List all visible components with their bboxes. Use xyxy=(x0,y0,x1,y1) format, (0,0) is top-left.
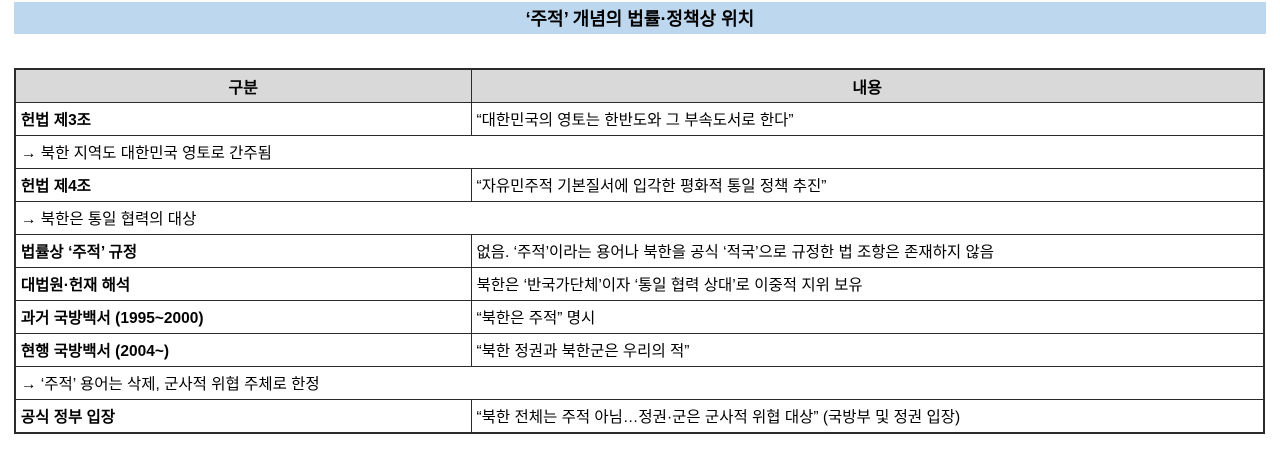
table-row: 공식 정부 입장 “북한 전체는 주적 아님…정권·군은 군사적 위협 대상” … xyxy=(14,399,1265,434)
row-label: 공식 정부 입장 xyxy=(14,399,472,434)
row-label: 법률상 ‘주적’ 규정 xyxy=(14,234,472,268)
page-title: ‘주적’ 개념의 법률·정책상 위치 xyxy=(14,2,1266,34)
table-row-note: → ‘주적’ 용어는 삭제, 군사적 위협 주체로 한정 xyxy=(14,366,1265,400)
row-label: 헌법 제3조 xyxy=(14,102,472,136)
row-label: 헌법 제4조 xyxy=(14,168,472,202)
row-content: 북한은 ‘반국가단체’이자 ‘통일 협력 상대’로 이중적 지위 보유 xyxy=(470,267,1265,301)
table-row: 과거 국방백서 (1995~2000) “북한은 주적” 명시 xyxy=(14,300,1265,334)
table-row: 헌법 제3조 “대한민국의 영토는 한반도와 그 부속도서로 한다” xyxy=(14,102,1265,136)
row-content: 없음. ‘주적’이라는 용어나 북한을 공식 ‘적국’으로 규정한 법 조항은 … xyxy=(470,234,1265,268)
row-note: → 북한은 통일 협력의 대상 xyxy=(14,201,1265,235)
row-note: → 북한 지역도 대한민국 영토로 간주됨 xyxy=(14,135,1265,169)
table-row: 대법원·헌재 해석 북한은 ‘반국가단체’이자 ‘통일 협력 상대’로 이중적 … xyxy=(14,267,1265,301)
row-note: → ‘주적’ 용어는 삭제, 군사적 위협 주체로 한정 xyxy=(14,366,1265,400)
row-label: 대법원·헌재 해석 xyxy=(14,267,472,301)
table-row: 헌법 제4조 “자유민주적 기본질서에 입각한 평화적 통일 정책 추진” xyxy=(14,168,1265,202)
row-content: “북한 정권과 북한군은 우리의 적” xyxy=(470,333,1265,367)
table-row-note: → 북한 지역도 대한민국 영토로 간주됨 xyxy=(14,135,1265,169)
table-header-row: 구분 내용 xyxy=(14,68,1265,103)
column-header-category: 구분 xyxy=(14,68,472,103)
row-label: 과거 국방백서 (1995~2000) xyxy=(14,300,472,334)
table-row: 현행 국방백서 (2004~) “북한 정권과 북한군은 우리의 적” xyxy=(14,333,1265,367)
row-content: “대한민국의 영토는 한반도와 그 부속도서로 한다” xyxy=(470,102,1265,136)
row-label: 현행 국방백서 (2004~) xyxy=(14,333,472,367)
row-content: “북한 전체는 주적 아님…정권·군은 군사적 위협 대상” (국방부 및 정권… xyxy=(470,399,1265,434)
table-row-note: → 북한은 통일 협력의 대상 xyxy=(14,201,1265,235)
table-row: 법률상 ‘주적’ 규정 없음. ‘주적’이라는 용어나 북한을 공식 ‘적국’으… xyxy=(14,234,1265,268)
concept-table: 구분 내용 헌법 제3조 “대한민국의 영토는 한반도와 그 부속도서로 한다”… xyxy=(14,68,1265,434)
row-content: “자유민주적 기본질서에 입각한 평화적 통일 정책 추진” xyxy=(470,168,1265,202)
row-content: “북한은 주적” 명시 xyxy=(470,300,1265,334)
column-header-content: 내용 xyxy=(470,68,1265,103)
